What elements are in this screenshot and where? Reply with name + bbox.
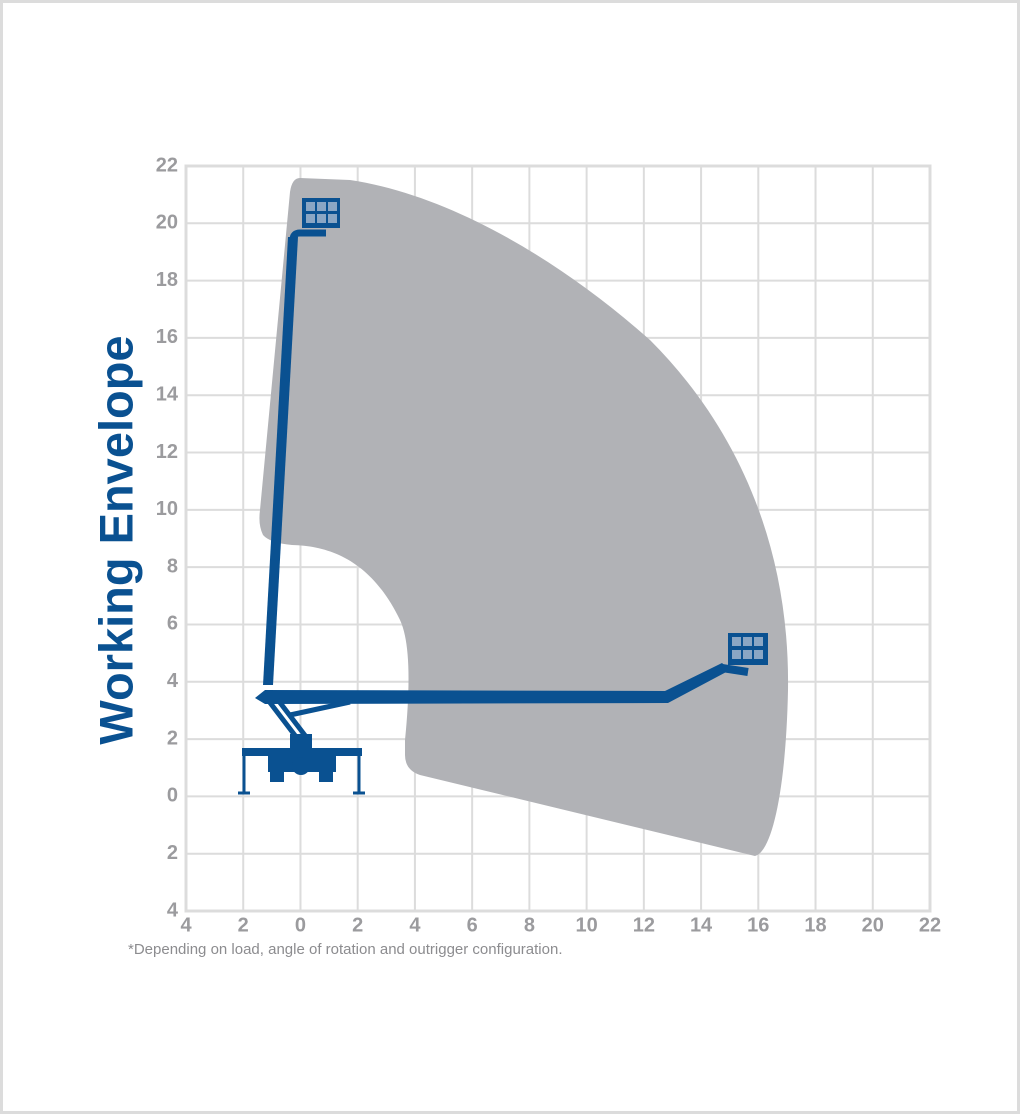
x-tick-label: 2 — [238, 914, 249, 936]
x-tick-label: 14 — [690, 914, 713, 936]
x-tick-label: 6 — [467, 914, 478, 936]
y-tick-label: 8 — [167, 555, 178, 577]
x-tick-label: 10 — [575, 914, 597, 936]
x-tick-label: 2 — [352, 914, 363, 936]
footnote: *Depending on load, angle of rotation an… — [128, 941, 562, 958]
x-tick-label: 16 — [747, 914, 769, 936]
working-envelope — [259, 178, 789, 856]
y-tick-label: 10 — [156, 498, 178, 520]
machine — [238, 198, 768, 795]
x-tick-label: 12 — [633, 914, 655, 936]
x-tick-label: 20 — [862, 914, 884, 936]
x-tick-label: 4 — [180, 914, 192, 936]
x-tick-label: 4 — [409, 914, 421, 936]
x-tick-label: 0 — [295, 914, 306, 936]
y-tick-label: 14 — [156, 384, 179, 406]
y-tick-label: 22 — [156, 154, 178, 176]
plot-border — [184, 164, 932, 913]
x-tick-label: 8 — [524, 914, 535, 936]
x-tick-label: 18 — [804, 914, 826, 936]
y-tick-label: 16 — [156, 326, 178, 348]
chart-title: Working Envelope — [89, 335, 142, 744]
y-tick-label: 0 — [167, 785, 178, 807]
y-tick-label: 2 — [167, 727, 178, 749]
y-tick-label: 4 — [167, 670, 179, 692]
y-tick-label: 20 — [156, 212, 178, 234]
y-tick-label: 18 — [156, 269, 178, 291]
y-tick-label: 2 — [167, 842, 178, 864]
y-tick-label: 6 — [167, 613, 178, 635]
y-tick-label: 12 — [156, 441, 178, 463]
y-tick-label: 4 — [167, 899, 179, 921]
x-tick-label: 22 — [919, 914, 941, 936]
